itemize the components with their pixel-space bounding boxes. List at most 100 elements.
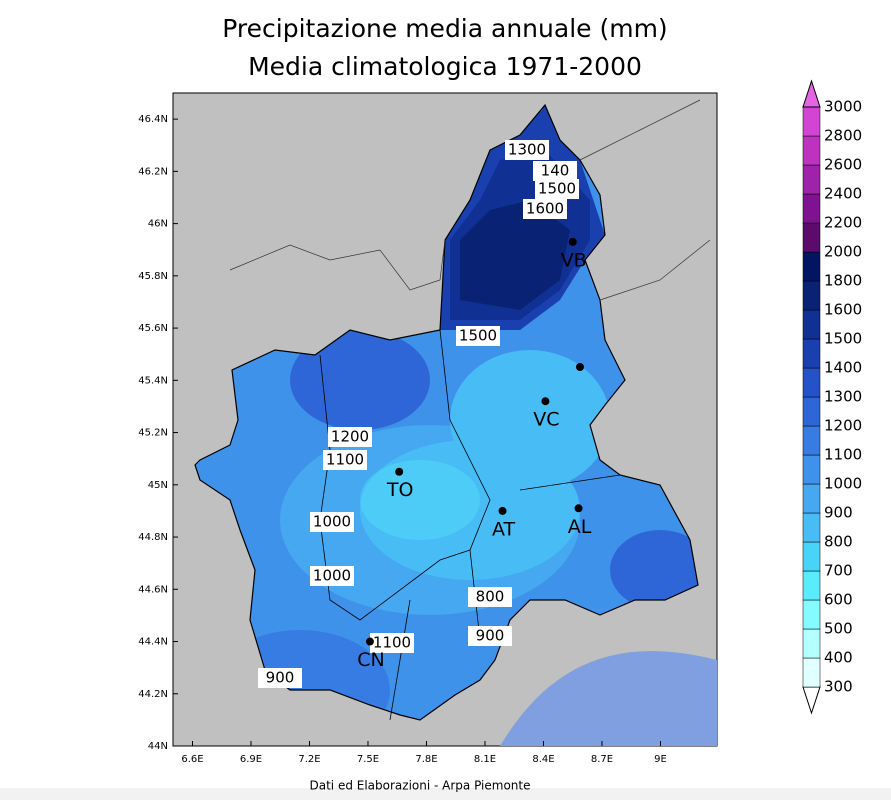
- colorbar-label: 1400: [824, 359, 862, 377]
- city-dot: [576, 363, 584, 371]
- colorbar-swatch: [802, 309, 821, 340]
- colorbar-swatch: [802, 425, 821, 456]
- contour-label-box: [323, 450, 367, 470]
- contour-label: 1000: [313, 567, 351, 585]
- city-dot: [541, 397, 550, 406]
- lat-tick-label: 46N: [148, 219, 168, 230]
- colorbar-swatch: [802, 106, 821, 137]
- colorbar-label: 1300: [824, 388, 862, 406]
- city-label: CN: [357, 649, 384, 671]
- lat-tick-label: 44.6N: [138, 584, 168, 595]
- colorbar-label: 400: [824, 649, 853, 667]
- colorbar-label: 1100: [824, 446, 862, 464]
- colorbar-swatch: [802, 483, 821, 514]
- province-borders: [319, 329, 621, 721]
- lat-tick-label: 44.4N: [138, 637, 168, 648]
- contour-label: 140: [541, 162, 570, 180]
- contour-label: 1100: [326, 451, 364, 469]
- lon-tick-label: 6.9E: [240, 754, 262, 765]
- city-label: TO: [386, 479, 414, 501]
- contour-label-box: [468, 587, 512, 607]
- colorbar-cap: [802, 686, 821, 715]
- contour-label-box: [328, 427, 372, 447]
- contour-label: 1500: [538, 180, 576, 198]
- city-dot: [498, 506, 507, 515]
- colorbar-label: 2800: [824, 127, 862, 145]
- contour-label-box: [505, 140, 549, 160]
- city-dot: [395, 467, 404, 476]
- city-label: VB: [561, 249, 587, 271]
- colorbar-label: 1200: [824, 417, 862, 435]
- colorbar-swatch: [802, 338, 821, 369]
- lat-tick-label: 45N: [148, 480, 168, 491]
- contour-label-box: [310, 512, 354, 532]
- contour-label-box: [370, 633, 414, 653]
- city-dot: [568, 237, 577, 246]
- lat-tick-label: 44N: [148, 741, 168, 752]
- contour-label-box: [258, 668, 302, 688]
- lat-tick-label: 45.6N: [138, 323, 168, 334]
- contour-label-box: [468, 626, 512, 646]
- lat-tick-label: 46.2N: [138, 166, 168, 177]
- lon-tick-label: 6.6E: [181, 754, 203, 765]
- contour-label: 1000: [313, 513, 351, 531]
- lon-tick-label: 9E: [654, 754, 667, 765]
- contour-label: 900: [476, 627, 505, 645]
- colorbar-swatch: [802, 193, 821, 224]
- colorbar-swatch: [802, 367, 821, 398]
- colorbar-swatch: [802, 657, 821, 688]
- colorbar-label: 300: [824, 678, 853, 696]
- colorbar-label: 600: [824, 591, 853, 609]
- contour-label-box: [310, 566, 354, 586]
- colorbar-label: 2200: [824, 214, 862, 232]
- lat-tick-label: 45.8N: [138, 271, 168, 282]
- colorbar-cap: [802, 79, 821, 108]
- lat-tick-label: 45.2N: [138, 428, 168, 439]
- contour-label: 1600: [526, 200, 564, 218]
- colorbar-label: 1000: [824, 475, 862, 493]
- contour-label-box: [533, 161, 577, 181]
- lon-tick-label: 7.5E: [357, 754, 379, 765]
- colorbar-swatch: [802, 222, 821, 253]
- contour-label-box: [535, 179, 579, 199]
- colorbar-label: 1500: [824, 330, 862, 348]
- colorbar-swatch: [802, 251, 821, 282]
- colorbar-swatch: [802, 135, 821, 166]
- city-label: AL: [568, 516, 592, 538]
- colorbar-label: 2600: [824, 156, 862, 174]
- contour-label: 900: [266, 669, 295, 687]
- colorbar-swatch: [802, 628, 821, 659]
- colorbar-swatch: [802, 396, 821, 427]
- colorbar-swatch: [802, 570, 821, 601]
- lon-tick-label: 7.2E: [298, 754, 320, 765]
- lat-tick-label: 46.4N: [138, 114, 168, 125]
- map-title: Precipitazione media annuale (mm): [222, 14, 667, 43]
- city-dot: [574, 504, 583, 513]
- contour-label: 1100: [373, 634, 411, 652]
- colorbar-label: 800: [824, 533, 853, 551]
- contour-label: 1500: [459, 327, 497, 345]
- colorbar-swatch: [802, 541, 821, 572]
- colorbar-label: 900: [824, 504, 853, 522]
- lat-tick-label: 44.2N: [138, 689, 168, 700]
- city-label: VC: [533, 409, 559, 431]
- colorbar-label: 500: [824, 620, 853, 638]
- colorbar-label: 2000: [824, 243, 862, 261]
- country-borders: [229, 99, 711, 301]
- contour-label-box: [456, 326, 500, 346]
- colorbar-label: 3000: [824, 98, 862, 116]
- lon-tick-label: 7.8E: [415, 754, 437, 765]
- lon-tick-label: 8.7E: [591, 754, 613, 765]
- contour-label: 1300: [508, 141, 546, 159]
- colorbar-swatch: [802, 599, 821, 630]
- colorbar-label: 700: [824, 562, 853, 580]
- colorbar-swatch: [802, 512, 821, 543]
- sea: [500, 651, 717, 746]
- lat-tick-label: 45.4N: [138, 375, 168, 386]
- colorbar-label: 1800: [824, 272, 862, 290]
- colorbar-swatch: [802, 454, 821, 485]
- map-subtitle: Media climatologica 1971-2000: [248, 52, 642, 81]
- colorbar-label: 1600: [824, 301, 862, 319]
- footer: Dati ed Elaborazioni - Arpa Piemonte: [310, 779, 531, 793]
- contour-label: 800: [476, 588, 505, 606]
